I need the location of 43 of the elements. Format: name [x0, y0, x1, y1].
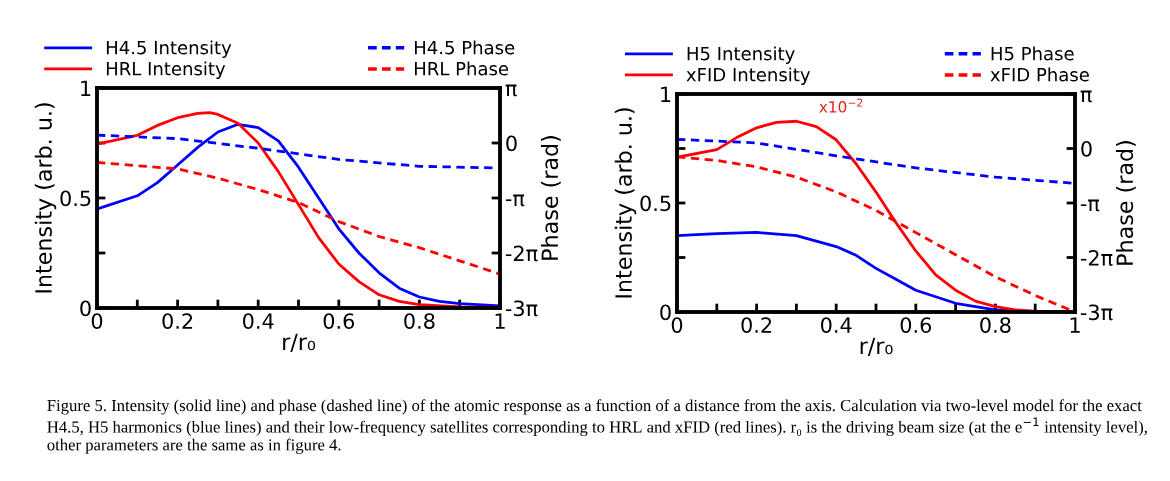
y2-tick-label: 0 [506, 135, 517, 152]
y2-tick-label: -2π [1080, 249, 1113, 266]
y-tick-label: 0 [80, 300, 91, 317]
y2-tick-label: -2π [505, 245, 538, 262]
x-tick-label: 0.6 [900, 317, 932, 333]
y2-axis-title: Phase (rad) [540, 136, 561, 260]
text: Figure 5. Intensity (solid line) and phase (dashed line) of the atomic response as a function of a distance from the axis. Calculation via two-level model for the exact H4.5, H5 harmonics (blue lines) and their low-frequency satellites corresponding to HRL and xFID (red lines). r₀ is the driving beam size (at the e$^{−1}$ intensity level), other parameters are the same as in figure 4. [47, 399, 1147, 454]
x-tick-label: 1 [495, 313, 505, 329]
x-tick-label: 0.8 [404, 313, 435, 329]
y2-tick-label: π [1080, 90, 1092, 103]
legend-label: H4.5 Intensity [106, 40, 232, 58]
y2-axis-title: Phase (rad) [1115, 141, 1136, 265]
y-tick-label: 1 [661, 86, 671, 102]
legend-label: xFID Phase [990, 67, 1089, 82]
y2-tick-label: -π [1080, 199, 1100, 212]
legend-label: HRL Phase [414, 61, 509, 76]
y2-tick-label: -3π [1080, 304, 1113, 321]
y2-tick-label: -π [505, 194, 525, 207]
x-tick-label: 0.4 [821, 317, 852, 333]
annotation: x10$^{−2}$ [819, 98, 863, 113]
legend-label: H4.5 Phase [414, 40, 515, 55]
y-axis-title: Intensity (arb. u.) [614, 108, 637, 298]
x-tick-label: 0 [671, 317, 683, 333]
y-tick-label: 0.5 [60, 190, 91, 207]
x-tick-label: 0.2 [162, 313, 193, 329]
y2-tick-label: -3π [505, 300, 538, 317]
legend-label: HRL Intensity [106, 61, 226, 79]
x-tick-label: 0.4 [243, 313, 274, 329]
legend-label: H5 Intensity [687, 46, 795, 64]
y2-tick-label: π [505, 84, 517, 97]
y2-tick-label: 0 [1081, 140, 1092, 157]
y-tick-label: 1 [81, 80, 91, 96]
x-tick-label: 0 [91, 313, 103, 329]
x-tick-label: 1 [1070, 317, 1080, 333]
x-axis-title: r/r₀ [860, 337, 893, 356]
y-tick-label: 0.5 [640, 195, 671, 212]
legend-label: xFID Intensity [686, 67, 810, 85]
x-tick-label: 0.2 [741, 317, 772, 333]
y-axis-title: Intensity (arb. u.) [34, 103, 57, 293]
legend-label: H5 Phase [991, 46, 1074, 61]
x-tick-label: 0.8 [980, 317, 1011, 333]
x-axis-title: r/r₀ [283, 333, 316, 352]
x-tick-label: 0.6 [323, 313, 355, 329]
